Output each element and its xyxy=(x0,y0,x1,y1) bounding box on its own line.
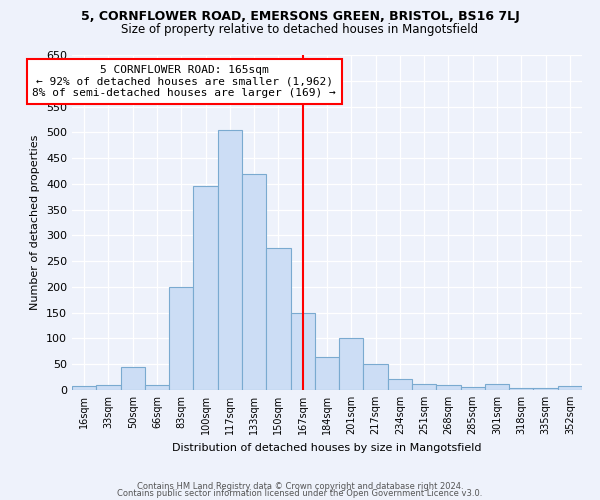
Bar xyxy=(412,384,436,390)
Bar xyxy=(509,388,533,390)
Bar xyxy=(388,378,412,390)
Bar xyxy=(339,338,364,390)
Bar xyxy=(533,388,558,390)
Text: 5, CORNFLOWER ROAD, EMERSONS GREEN, BRISTOL, BS16 7LJ: 5, CORNFLOWER ROAD, EMERSONS GREEN, BRIS… xyxy=(80,10,520,23)
Bar xyxy=(145,385,169,390)
Bar xyxy=(364,364,388,390)
Bar xyxy=(436,385,461,390)
Bar xyxy=(96,385,121,390)
Bar xyxy=(558,386,582,390)
Bar xyxy=(169,287,193,390)
Text: Contains public sector information licensed under the Open Government Licence v3: Contains public sector information licen… xyxy=(118,489,482,498)
Text: 5 CORNFLOWER ROAD: 165sqm
← 92% of detached houses are smaller (1,962)
8% of sem: 5 CORNFLOWER ROAD: 165sqm ← 92% of detac… xyxy=(32,65,336,98)
Bar xyxy=(218,130,242,390)
X-axis label: Distribution of detached houses by size in Mangotsfield: Distribution of detached houses by size … xyxy=(172,442,482,452)
Bar xyxy=(72,386,96,390)
Bar xyxy=(290,312,315,390)
Text: Size of property relative to detached houses in Mangotsfield: Size of property relative to detached ho… xyxy=(121,22,479,36)
Bar xyxy=(485,384,509,390)
Y-axis label: Number of detached properties: Number of detached properties xyxy=(31,135,40,310)
Bar xyxy=(193,186,218,390)
Bar xyxy=(461,388,485,390)
Text: Contains HM Land Registry data © Crown copyright and database right 2024.: Contains HM Land Registry data © Crown c… xyxy=(137,482,463,491)
Bar xyxy=(266,248,290,390)
Bar xyxy=(121,367,145,390)
Bar xyxy=(315,356,339,390)
Bar xyxy=(242,174,266,390)
